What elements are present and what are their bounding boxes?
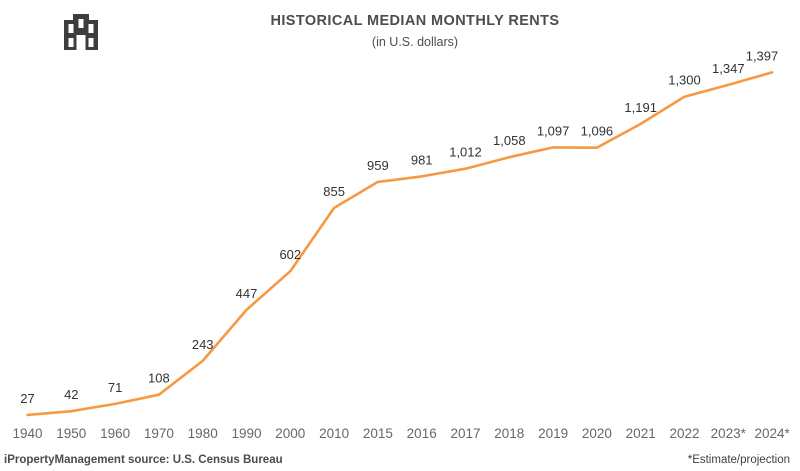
data-label: 1,300 xyxy=(668,73,701,88)
x-tick-label: 1980 xyxy=(188,426,218,441)
x-tick-label: 2022 xyxy=(669,426,699,441)
x-tick-label: 2018 xyxy=(494,426,524,441)
x-tick-label: 2010 xyxy=(319,426,349,441)
data-label: 1,191 xyxy=(624,100,657,115)
x-tick-label: 2021 xyxy=(626,426,656,441)
x-tick-label: 1950 xyxy=(56,426,86,441)
data-label: 1,347 xyxy=(712,61,745,76)
x-tick-label: 2023* xyxy=(711,426,747,441)
chart-subtitle: (in U.S. dollars) xyxy=(371,35,459,49)
x-tick-label: 2020 xyxy=(582,426,612,441)
data-label: 1,397 xyxy=(746,48,779,63)
data-label: 1,058 xyxy=(493,133,526,148)
data-label: 959 xyxy=(367,158,389,173)
data-label: 71 xyxy=(108,380,122,395)
data-label: 602 xyxy=(279,247,301,262)
x-tick-label: 2016 xyxy=(407,426,437,441)
x-tick-label: 2000 xyxy=(275,426,305,441)
x-tick-label: 2019 xyxy=(538,426,568,441)
data-label: 27 xyxy=(20,391,34,406)
x-tick-label: 1960 xyxy=(100,426,130,441)
building-icon-windows xyxy=(68,19,94,47)
chart-title: HISTORICAL MEDIAN MONTHLY RENTS xyxy=(270,13,560,29)
rent-series-line xyxy=(26,71,774,417)
x-tick-label: 2015 xyxy=(363,426,393,441)
x-tick-label: 1940 xyxy=(12,426,42,441)
data-label: 1,097 xyxy=(537,123,570,138)
x-tick-label: 2024* xyxy=(754,426,790,441)
data-label: 1,012 xyxy=(449,145,482,160)
data-label: 1,096 xyxy=(581,124,614,139)
data-label: 981 xyxy=(411,152,433,167)
data-label: 42 xyxy=(64,387,78,402)
estimate-note: *Estimate/projection xyxy=(687,454,790,466)
x-tick-label: 1990 xyxy=(231,426,261,441)
chart-header: HISTORICAL MEDIAN MONTHLY RENTS (in U.S.… xyxy=(30,13,800,49)
data-label: 447 xyxy=(236,286,258,301)
data-label: 855 xyxy=(323,184,345,199)
source-attribution: iPropertyManagement source: U.S. Census … xyxy=(4,454,283,466)
building-icon xyxy=(64,14,98,50)
x-tick-label: 1970 xyxy=(144,426,174,441)
data-label: 108 xyxy=(148,371,170,386)
x-tick-label: 2017 xyxy=(450,426,480,441)
data-label: 243 xyxy=(192,337,214,352)
